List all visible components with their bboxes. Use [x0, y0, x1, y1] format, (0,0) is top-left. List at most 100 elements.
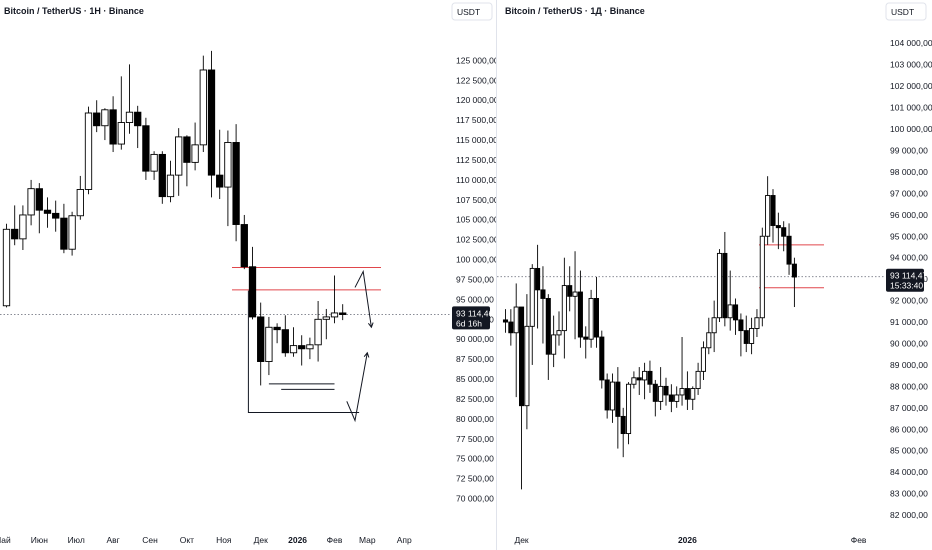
chart-1h[interactable]: Bitcoin / TetherUS · 1Н · Binance USDT 125…	[0, 0, 496, 550]
candle[interactable]	[620, 407, 626, 458]
candle[interactable]	[577, 270, 583, 348]
candle[interactable]	[636, 367, 642, 395]
candle[interactable]	[583, 326, 589, 359]
candle[interactable]	[166, 160, 175, 203]
candle[interactable]	[101, 108, 109, 141]
candle[interactable]	[273, 323, 281, 344]
candle[interactable]	[700, 341, 706, 380]
currency-button[interactable]	[885, 2, 927, 21]
candle[interactable]	[615, 367, 621, 449]
candle[interactable]	[117, 76, 125, 150]
candle[interactable]	[265, 316, 273, 376]
candles[interactable]	[2, 50, 347, 386]
candle[interactable]	[588, 289, 594, 348]
candle[interactable]	[668, 384, 674, 413]
candle[interactable]	[183, 135, 191, 187]
candle[interactable]	[604, 373, 610, 419]
candle[interactable]	[232, 124, 240, 242]
candle[interactable]	[27, 179, 35, 226]
candle[interactable]	[647, 360, 653, 393]
candle[interactable]	[781, 221, 787, 252]
candle[interactable]	[535, 244, 541, 329]
candle[interactable]	[175, 128, 183, 196]
candle[interactable]	[695, 362, 701, 395]
candle[interactable]	[572, 251, 578, 340]
candle[interactable]	[314, 300, 322, 362]
candle[interactable]	[540, 266, 546, 344]
candle[interactable]	[306, 337, 314, 360]
candle[interactable]	[134, 105, 142, 149]
candle[interactable]	[513, 283, 519, 398]
candle[interactable]	[716, 249, 723, 323]
candle[interactable]	[609, 373, 616, 423]
candle[interactable]	[759, 227, 765, 327]
candle[interactable]	[556, 311, 562, 346]
candle[interactable]	[684, 371, 690, 410]
candle[interactable]	[2, 223, 11, 308]
candle[interactable]	[519, 306, 525, 490]
candle[interactable]	[502, 309, 509, 333]
candle[interactable]	[508, 309, 514, 346]
price-axis[interactable]: 125 000,00 122 500,00 120 000,00 117 500,00…	[456, 55, 496, 503]
drawing-path[interactable]	[247, 290, 360, 414]
candle[interactable]	[158, 151, 166, 204]
candle[interactable]	[631, 371, 637, 389]
candle[interactable]	[298, 335, 306, 366]
time-axis[interactable]: Дек 2026 Фев	[514, 535, 866, 545]
candle[interactable]	[281, 315, 289, 357]
candle[interactable]	[674, 386, 680, 408]
candle[interactable]	[658, 367, 664, 410]
candle[interactable]	[743, 315, 749, 353]
candle[interactable]	[76, 175, 84, 220]
candle[interactable]	[749, 317, 755, 355]
candle[interactable]	[224, 130, 232, 227]
candle[interactable]	[60, 203, 68, 254]
candle[interactable]	[551, 315, 557, 368]
candle[interactable]	[43, 197, 52, 228]
candle[interactable]	[593, 277, 599, 348]
candle[interactable]	[663, 377, 669, 406]
candle[interactable]	[770, 189, 776, 243]
candle[interactable]	[599, 330, 605, 389]
drawing-path[interactable]	[346, 352, 368, 423]
candle[interactable]	[19, 205, 27, 251]
candle[interactable]	[727, 270, 733, 331]
candle[interactable]	[191, 122, 199, 171]
candle[interactable]	[775, 212, 781, 250]
candle[interactable]	[330, 275, 339, 324]
candle[interactable]	[93, 100, 101, 133]
candle[interactable]	[529, 264, 535, 365]
currency-button[interactable]	[451, 2, 493, 21]
candle[interactable]	[142, 117, 150, 180]
candle[interactable]	[257, 302, 265, 386]
candle[interactable]	[207, 50, 216, 198]
candle[interactable]	[567, 266, 573, 312]
candle[interactable]	[765, 176, 771, 245]
candle[interactable]	[84, 106, 93, 195]
candle[interactable]	[706, 317, 712, 355]
drawings[interactable]	[247, 269, 374, 423]
candle[interactable]	[68, 211, 76, 256]
candle[interactable]	[109, 96, 117, 153]
drawing-path[interactable]	[354, 269, 372, 328]
candle[interactable]	[690, 386, 696, 410]
pane-divider[interactable]	[496, 0, 497, 550]
candle[interactable]	[150, 151, 158, 180]
candle[interactable]	[52, 200, 60, 232]
candle[interactable]	[722, 231, 728, 327]
candle[interactable]	[289, 327, 298, 357]
candle[interactable]	[711, 300, 717, 353]
time-axis[interactable]: Май Июн Июл Авг Сен Окт Ноя Дек 2026 Фев Мар Апр	[0, 535, 412, 545]
candle[interactable]	[642, 362, 648, 400]
candle[interactable]	[791, 257, 797, 308]
candle[interactable]	[738, 313, 744, 357]
candle[interactable]	[754, 309, 760, 338]
candle[interactable]	[322, 308, 330, 340]
candle[interactable]	[339, 304, 347, 321]
chart-1d[interactable]: Bitcoin / TetherUS · 1Д · Binance USDT 104…	[497, 0, 932, 550]
candle[interactable]	[248, 246, 257, 320]
candle[interactable]	[125, 64, 134, 134]
candle[interactable]	[11, 205, 19, 246]
